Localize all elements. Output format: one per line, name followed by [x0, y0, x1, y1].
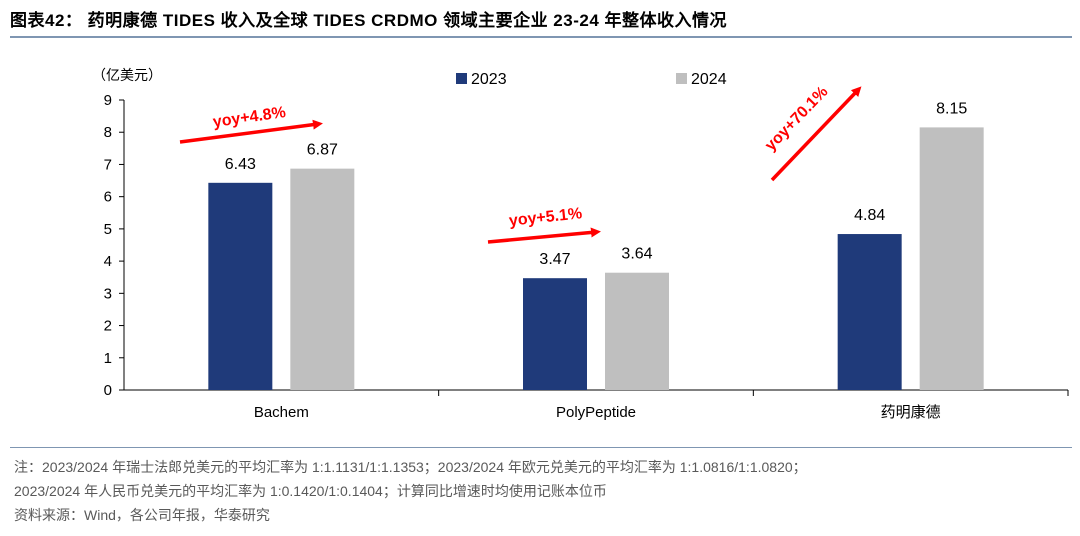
bar-2023: [837, 234, 902, 390]
y-tick-label: 4: [104, 253, 112, 270]
y-tick-label: 7: [104, 156, 112, 173]
bar-2024: [919, 127, 984, 390]
data-label: 4.84: [854, 207, 885, 224]
chart-legend: 2023 2024: [456, 71, 727, 88]
x-category-label: PolyPeptide: [556, 404, 636, 421]
chart-bars: [208, 127, 984, 390]
chart-axes: 0 1 2 3 4 5 6 7 8 9 （亿美元） Bachem PolyPeptide 药明康德: [92, 67, 1069, 421]
bar-2023: [208, 182, 273, 390]
note-line-1: 注：2023/2024 年瑞士法郎兑美元的平均汇率为 1:1.1131/1:1.…: [14, 459, 807, 475]
figure-title: 图表42： 药明康德 TIDES 收入及全球 TIDES CRDMO 领域主要企…: [10, 11, 728, 30]
yoy-arrow: [487, 227, 601, 244]
legend-swatch-2024: [676, 73, 687, 84]
bar-chart: 0 1 2 3 4 5 6 7 8 9 （亿美元） Bachem PolyPeptide 药明康德 6.4…: [92, 67, 1069, 421]
y-tick-label: 9: [104, 92, 112, 109]
yoy-label: yoy+70.1%: [762, 83, 831, 154]
yoy-label: yoy+5.1%: [508, 205, 583, 230]
title-divider: [10, 36, 1072, 38]
bar-2024: [605, 272, 669, 390]
y-tick-label: 2: [104, 318, 112, 335]
data-label: 3.64: [621, 246, 652, 263]
y-tick-label: 8: [104, 124, 112, 141]
legend-label: 2024: [691, 71, 727, 88]
chart-annotations: yoy+4.8% yoy+5.1% yoy+70.1%: [179, 83, 862, 244]
bar-2024: [290, 168, 355, 390]
yoy-arrow: [179, 119, 323, 144]
y-tick-label: 3: [104, 285, 112, 302]
y-tick-label: 1: [104, 350, 112, 367]
x-category-label: Bachem: [254, 404, 309, 421]
legend-label: 2023: [471, 71, 507, 88]
data-label: 8.15: [936, 100, 967, 117]
y-tick-label: 0: [104, 382, 112, 399]
notes-divider: [10, 447, 1072, 448]
legend-swatch-2023: [456, 73, 467, 84]
data-label: 6.87: [307, 142, 338, 159]
yoy-label: yoy+4.8%: [212, 104, 287, 131]
y-tick-label: 5: [104, 221, 112, 238]
yoy-arrow: [770, 86, 862, 182]
data-label: 3.47: [539, 251, 570, 268]
x-category-label: 药明康德: [881, 403, 941, 421]
source-line: 资料来源：Wind，各公司年报，华泰研究: [14, 507, 270, 523]
bar-2023: [523, 278, 587, 390]
y-axis-label: （亿美元）: [92, 67, 162, 83]
notes-block: 注：2023/2024 年瑞士法郎兑美元的平均汇率为 1:1.1131/1:1.…: [14, 455, 1074, 527]
y-tick-label: 6: [104, 189, 112, 206]
data-label: 6.43: [225, 156, 256, 173]
chart-data-labels: 6.43 6.87 3.47 3.64 4.84 8.15: [225, 100, 968, 268]
note-line-2: 2023/2024 年人民币兑美元的平均汇率为 1:0.1420/1:0.140…: [14, 483, 607, 499]
